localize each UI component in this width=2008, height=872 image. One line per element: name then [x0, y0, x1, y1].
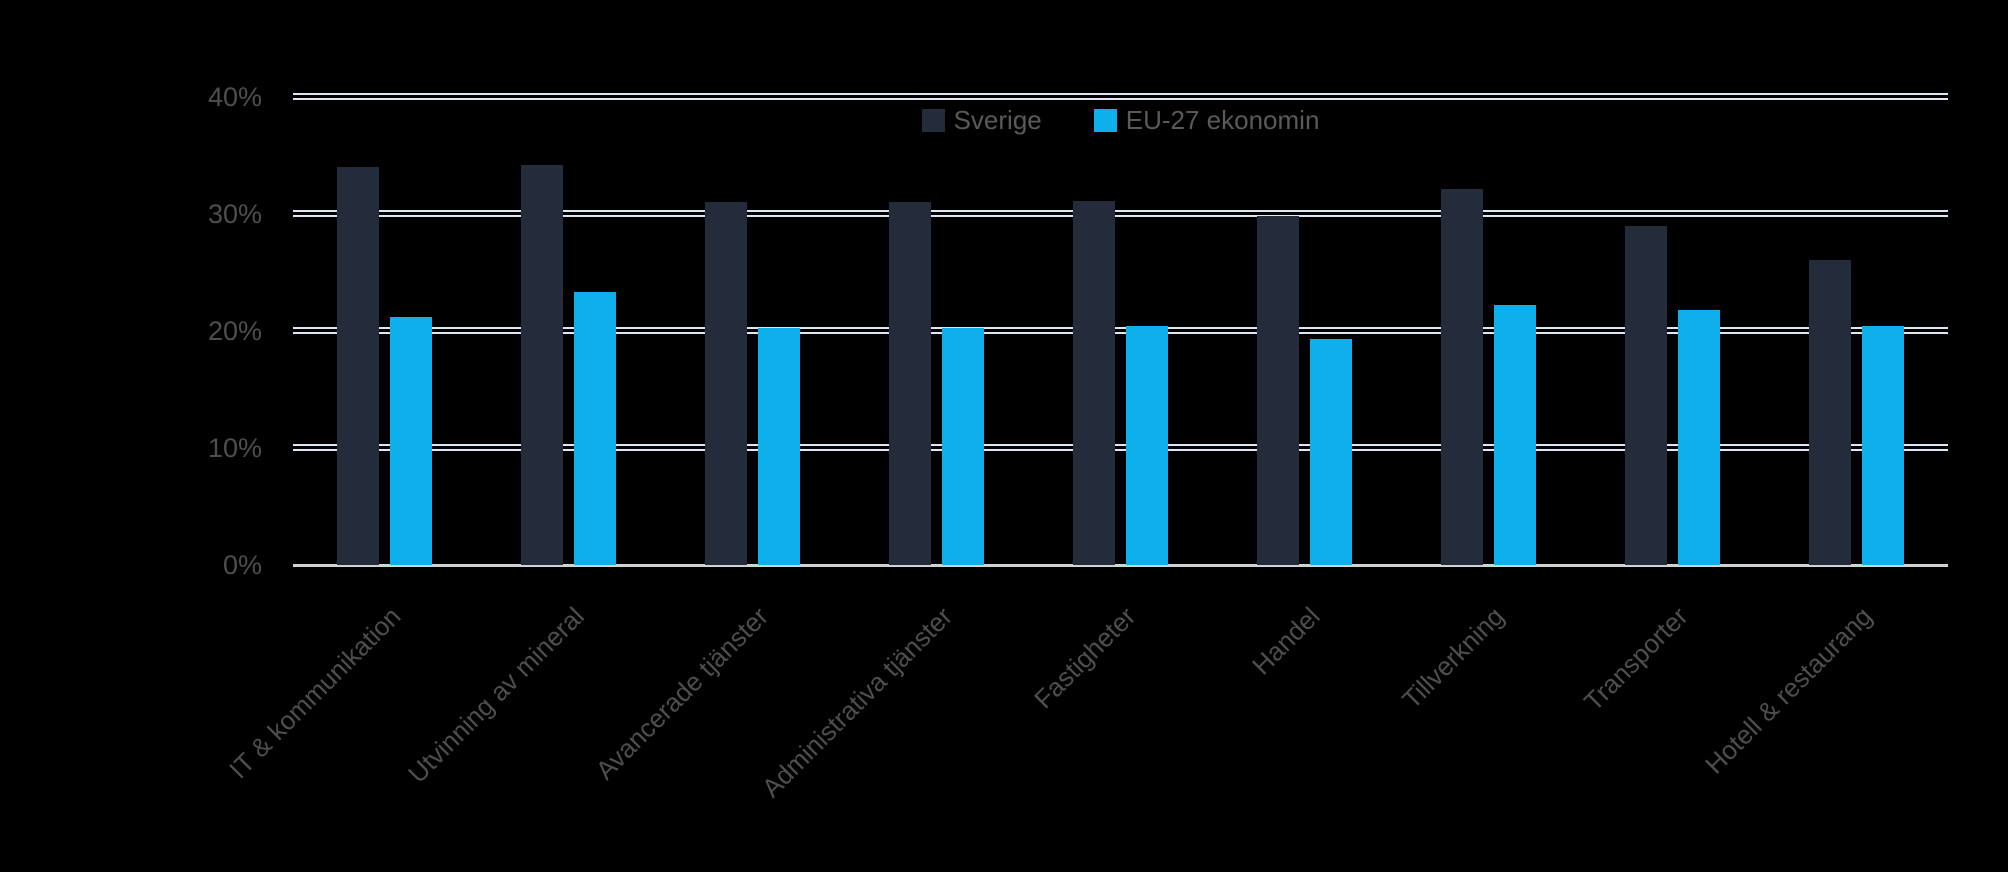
- bar-sverige: [1256, 216, 1299, 565]
- bar-sverige: [889, 202, 932, 565]
- x-axis-label: Administrativa tjänster: [755, 601, 958, 804]
- bar-eu27: [1677, 309, 1720, 565]
- gridline-40: [293, 93, 1948, 100]
- bar-eu27: [1309, 339, 1352, 565]
- bar-eu27: [1126, 326, 1168, 565]
- bar-sverige: [705, 202, 748, 565]
- x-axis-label: Transporter: [1577, 601, 1694, 717]
- bar-eu27: [1493, 305, 1536, 565]
- bar-eu27: [942, 327, 985, 565]
- legend-label-sverige: Sverige: [953, 105, 1042, 135]
- bar-eu27: [758, 327, 801, 565]
- bar-eu27: [1861, 326, 1904, 565]
- x-axis-label: Avancerade tjänster: [589, 601, 774, 786]
- bar-sverige: [1624, 225, 1667, 565]
- legend-item-eu27: EU-27 ekonomin: [1093, 105, 1320, 135]
- bar-sverige: [1808, 259, 1851, 565]
- legend-swatch-eu27: [1093, 109, 1117, 132]
- bar-sverige: [337, 167, 380, 565]
- bar-eu27: [390, 316, 433, 565]
- y-tick-label: 0%: [222, 550, 262, 580]
- plot-area: Sverige EU-27 ekonomin: [293, 93, 1948, 567]
- x-axis-label: Utvinning av mineral: [402, 601, 591, 789]
- y-tick-label: 40%: [207, 82, 262, 112]
- bar-sverige: [1073, 201, 1115, 565]
- gridline-20: [293, 327, 1948, 334]
- x-axis-label: IT & kommunikation: [222, 601, 407, 785]
- legend: Sverige EU-27 ekonomin: [293, 107, 1948, 134]
- bar-sverige: [1440, 189, 1483, 565]
- legend-label-eu27: EU-27 ekonomin: [1125, 105, 1320, 135]
- axis-baseline: [293, 564, 1948, 567]
- legend-swatch-sverige: [921, 109, 945, 132]
- bar-eu27: [574, 292, 617, 565]
- y-tick-label: 30%: [207, 199, 262, 229]
- x-axis-label: Handel: [1246, 601, 1326, 681]
- bar-sverige: [521, 164, 564, 565]
- x-axis-label: Tillverkning: [1395, 601, 1510, 715]
- y-tick-label: 10%: [207, 433, 262, 463]
- x-axis-label: Fastigheter: [1028, 601, 1142, 715]
- gridline-30: [293, 210, 1948, 217]
- x-axis-label: Hotell & restaurang: [1698, 601, 1878, 780]
- gridline-10: [293, 444, 1948, 451]
- y-tick-label: 20%: [207, 316, 262, 346]
- legend-item-sverige: Sverige: [921, 105, 1042, 135]
